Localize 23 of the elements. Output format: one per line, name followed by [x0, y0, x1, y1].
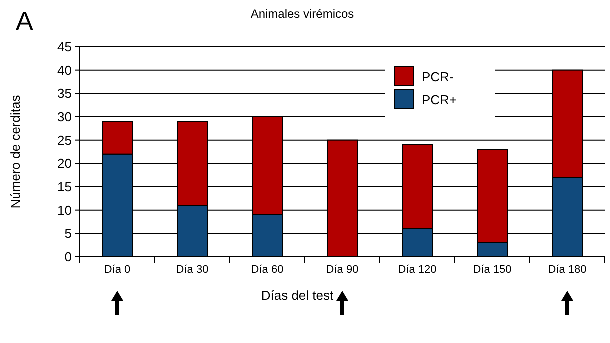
y-tick-label: 10	[58, 202, 72, 218]
y-tick-label: 15	[58, 180, 72, 195]
y-tick-label: 5	[64, 226, 72, 242]
x-tick-label: Día 0	[104, 264, 131, 276]
y-tick-label: 35	[58, 86, 72, 102]
x-tick-label: Día 120	[398, 264, 437, 276]
x-tick-label: Día 90	[326, 264, 359, 276]
y-tick-label: 45	[58, 40, 72, 55]
x-tick-label: Día 30	[176, 264, 209, 276]
x-tick-label: Día 150	[473, 264, 512, 276]
legend-label: PCR+	[422, 92, 458, 108]
y-tick-label: 0	[64, 250, 72, 265]
y-tick-label: 20	[58, 156, 72, 172]
y-axis-title: Número de cerditas	[8, 94, 23, 209]
y-tick-label: 40	[58, 62, 72, 78]
y-tick-label: 30	[58, 110, 72, 125]
legend-label: PCR-	[422, 70, 454, 85]
x-tick-label: Día 180	[548, 264, 587, 276]
chart-title: Animales virémicos	[250, 7, 354, 21]
x-tick-label: Día 60	[251, 264, 284, 276]
text: A	[16, 6, 34, 36]
x-axis-title: Días del test	[261, 288, 334, 303]
y-tick-label: 25	[58, 132, 72, 148]
